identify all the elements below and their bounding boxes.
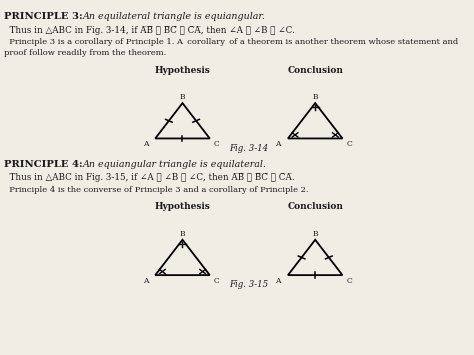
Text: C: C bbox=[346, 140, 352, 148]
Text: A: A bbox=[275, 140, 281, 148]
Text: C: C bbox=[213, 277, 219, 285]
Text: B: B bbox=[180, 93, 185, 101]
Text: Hypothesis: Hypothesis bbox=[155, 202, 210, 211]
Text: C: C bbox=[346, 277, 352, 285]
Text: Conclusion: Conclusion bbox=[287, 66, 343, 75]
Text: Thus in △ABC in Fig. 3-14, if A̅B̅ ≅ B̅C̅ ≅ C̅A̅, then ∠A ≅ ∠B ≅ ∠C.: Thus in △ABC in Fig. 3-14, if A̅B̅ ≅ B̅C… bbox=[4, 26, 295, 34]
Text: B: B bbox=[312, 230, 318, 238]
Text: B: B bbox=[312, 93, 318, 101]
Text: A: A bbox=[275, 277, 281, 285]
Text: Hypothesis: Hypothesis bbox=[155, 66, 210, 75]
Text: Conclusion: Conclusion bbox=[287, 202, 343, 211]
Text: Principle 3 is a corollary of Principle 1. A  corollary  of a theorem is another: Principle 3 is a corollary of Principle … bbox=[4, 38, 458, 46]
Text: Principle 4 is the converse of Principle 3 and a corollary of Principle 2.: Principle 4 is the converse of Principle… bbox=[4, 186, 308, 194]
Text: An equilateral triangle is equiangular.: An equilateral triangle is equiangular. bbox=[83, 12, 266, 21]
Text: PRINCIPLE 4:: PRINCIPLE 4: bbox=[4, 160, 82, 169]
Text: An equiangular triangle is equilateral.: An equiangular triangle is equilateral. bbox=[83, 160, 267, 169]
Text: PRINCIPLE 3:: PRINCIPLE 3: bbox=[4, 12, 82, 21]
Text: A: A bbox=[143, 140, 148, 148]
Text: B: B bbox=[180, 230, 185, 238]
Text: A: A bbox=[143, 277, 148, 285]
Text: Fig. 3-14: Fig. 3-14 bbox=[229, 144, 268, 153]
Text: Thus in △ABC in Fig. 3-15, if ∠A ≅ ∠B ≅ ∠C, then A̅B̅ ≅ B̅C̅ ≅ C̅A̅.: Thus in △ABC in Fig. 3-15, if ∠A ≅ ∠B ≅ … bbox=[4, 173, 294, 182]
Text: proof follow readily from the theorem.: proof follow readily from the theorem. bbox=[4, 49, 166, 57]
Text: C: C bbox=[213, 140, 219, 148]
Text: Fig. 3-15: Fig. 3-15 bbox=[229, 280, 268, 289]
